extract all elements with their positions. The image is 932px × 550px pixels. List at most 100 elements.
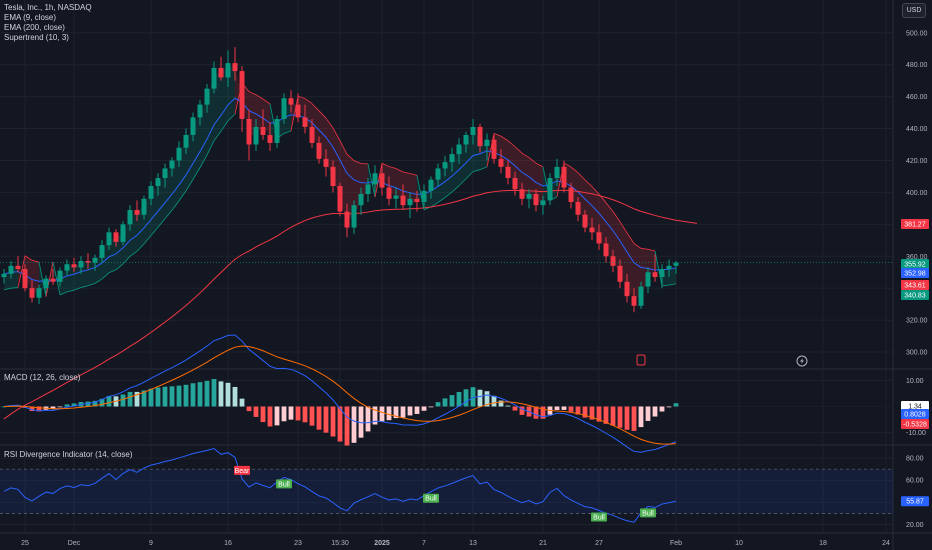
candle-body[interactable]: [267, 134, 273, 143]
candle-body[interactable]: [470, 126, 476, 135]
candle-body[interactable]: [386, 187, 392, 199]
candle-body[interactable]: [260, 126, 266, 135]
candle-body[interactable]: [78, 261, 84, 268]
candle-body[interactable]: [421, 190, 427, 202]
candle-body[interactable]: [106, 232, 112, 246]
candle-body[interactable]: [589, 227, 595, 233]
candle-body[interactable]: [92, 257, 98, 263]
candle-body[interactable]: [533, 194, 539, 206]
candle-body[interactable]: [246, 118, 252, 145]
candle-body[interactable]: [407, 198, 413, 206]
candle-body[interactable]: [393, 195, 399, 199]
bear-signal[interactable]: [234, 465, 250, 475]
candle-body[interactable]: [183, 134, 189, 148]
candle-body[interactable]: [8, 265, 14, 274]
bull-signal[interactable]: [423, 493, 439, 503]
candle-body[interactable]: [85, 261, 91, 263]
candle-body[interactable]: [36, 288, 42, 298]
candle-body[interactable]: [372, 173, 378, 185]
candle-body[interactable]: [148, 186, 154, 199]
candle-body[interactable]: [554, 166, 560, 179]
candle-body[interactable]: [274, 118, 280, 143]
candle-body[interactable]: [365, 184, 371, 194]
candle-body[interactable]: [232, 63, 238, 72]
earnings-icon[interactable]: [636, 354, 646, 366]
candle-body[interactable]: [603, 243, 609, 257]
candle-body[interactable]: [512, 178, 518, 190]
candle-body[interactable]: [337, 186, 343, 212]
candle-body[interactable]: [288, 98, 294, 105]
candle-body[interactable]: [197, 104, 203, 118]
candle-body[interactable]: [582, 214, 588, 228]
candle-body[interactable]: [323, 158, 329, 167]
candle-body[interactable]: [624, 281, 630, 297]
candle-body[interactable]: [498, 158, 504, 167]
candle-body[interactable]: [190, 117, 196, 135]
candle-body[interactable]: [43, 278, 49, 289]
candle-body[interactable]: [435, 168, 441, 180]
candle-body[interactable]: [505, 166, 511, 179]
candle-body[interactable]: [169, 160, 175, 169]
currency-button[interactable]: USD: [902, 3, 926, 18]
candle-body[interactable]: [120, 224, 126, 242]
candle-body[interactable]: [379, 173, 385, 188]
candle-body[interactable]: [358, 194, 364, 206]
candle-body[interactable]: [162, 168, 168, 179]
candle-body[interactable]: [176, 147, 182, 161]
candle-body[interactable]: [71, 264, 77, 268]
supertrend-label[interactable]: Supertrend (10, 3): [4, 33, 69, 42]
candle-body[interactable]: [638, 286, 644, 306]
candle-body[interactable]: [652, 272, 658, 278]
candle-body[interactable]: [134, 209, 140, 215]
candle-body[interactable]: [141, 198, 147, 215]
candle-body[interactable]: [484, 139, 490, 147]
candle-body[interactable]: [316, 142, 322, 159]
candle-body[interactable]: [526, 194, 532, 199]
candle-body[interactable]: [204, 88, 210, 105]
candle-body[interactable]: [330, 166, 336, 187]
ema200-label[interactable]: EMA (200, close): [4, 23, 65, 32]
candle-body[interactable]: [617, 265, 623, 282]
candle-body[interactable]: [15, 265, 21, 270]
candle-body[interactable]: [218, 67, 224, 78]
candle-body[interactable]: [477, 126, 483, 147]
candle-body[interactable]: [456, 144, 462, 155]
bull-signal[interactable]: [640, 508, 656, 518]
candle-body[interactable]: [463, 134, 469, 145]
candle-body[interactable]: [344, 211, 350, 228]
candle-body[interactable]: [57, 270, 63, 282]
candle-body[interactable]: [64, 264, 70, 271]
candle-body[interactable]: [1, 273, 7, 278]
candle-body[interactable]: [22, 269, 28, 289]
candle-body[interactable]: [155, 178, 161, 187]
candle-body[interactable]: [596, 232, 602, 244]
candle-body[interactable]: [442, 162, 448, 169]
lightning-icon[interactable]: [796, 355, 808, 367]
candle-body[interactable]: [610, 256, 616, 266]
candle-body[interactable]: [50, 278, 56, 282]
bull-signal[interactable]: [276, 479, 292, 489]
candle-body[interactable]: [253, 126, 259, 145]
candle-body[interactable]: [225, 63, 231, 78]
candle-body[interactable]: [400, 195, 406, 206]
candle-body[interactable]: [127, 209, 133, 225]
candle-body[interactable]: [29, 288, 35, 298]
candle-body[interactable]: [351, 205, 357, 228]
candle-body[interactable]: [113, 232, 119, 242]
candle-body[interactable]: [414, 198, 420, 202]
candle-body[interactable]: [449, 154, 455, 163]
candle-body[interactable]: [428, 179, 434, 191]
candle-body[interactable]: [309, 126, 315, 143]
candle-body[interactable]: [239, 71, 245, 119]
ema9-label[interactable]: EMA (9, close): [4, 13, 57, 22]
candle-body[interactable]: [561, 166, 567, 188]
candle-body[interactable]: [568, 187, 574, 202]
candle-body[interactable]: [491, 139, 497, 159]
candle-body[interactable]: [666, 265, 672, 270]
candle-body[interactable]: [519, 189, 525, 199]
bull-signal[interactable]: [591, 512, 607, 522]
candle-body[interactable]: [99, 245, 105, 258]
candle-body[interactable]: [211, 67, 217, 89]
candle-body[interactable]: [575, 201, 581, 215]
